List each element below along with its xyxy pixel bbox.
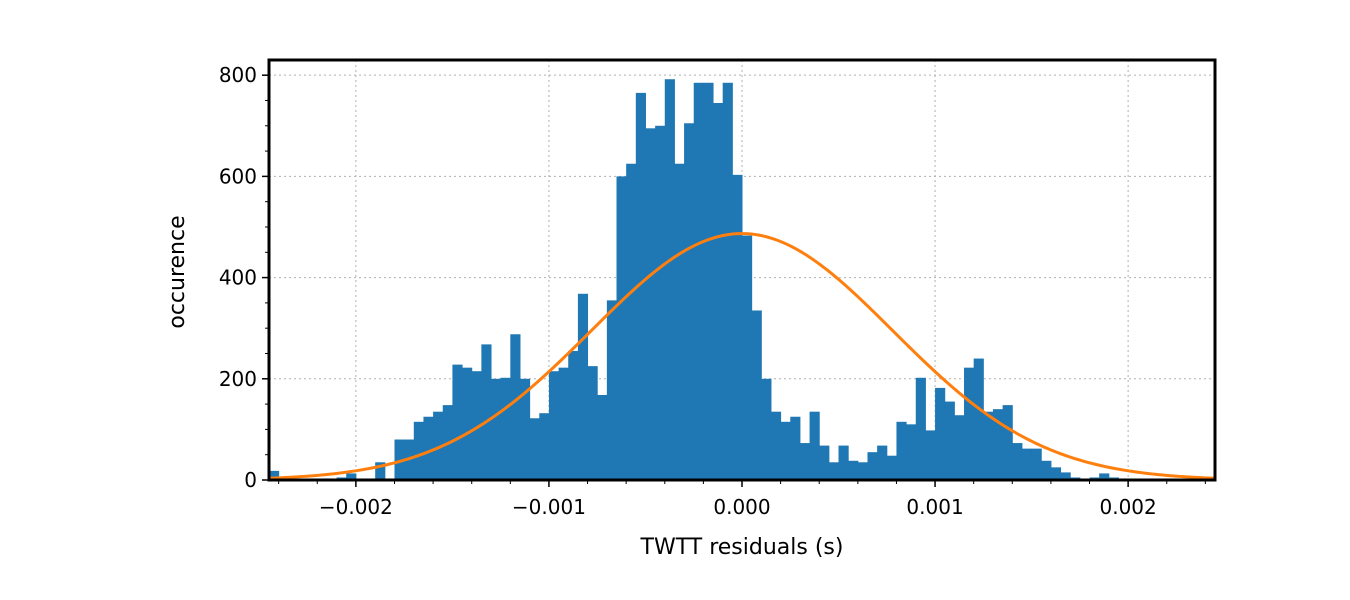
histogram-bar [597, 394, 608, 480]
histogram-bar [500, 377, 511, 480]
histogram-bar [413, 421, 424, 480]
histogram-bar [944, 401, 955, 480]
histogram-bar [269, 470, 280, 480]
histogram-bar [548, 371, 560, 480]
histogram-bar [1002, 405, 1013, 480]
histogram-bar [954, 415, 965, 480]
histogram-bars [269, 79, 1129, 481]
x-axis-label: TWTT residuals (s) [640, 535, 844, 560]
histogram-bar [674, 163, 685, 481]
histogram-bar [925, 430, 936, 480]
histogram-bar [770, 411, 782, 480]
histogram-bar [626, 163, 637, 481]
histogram-bar [539, 413, 550, 480]
x-tick-label: −0.002 [319, 495, 393, 519]
histogram-bar [558, 367, 569, 480]
histogram-bar [964, 367, 975, 480]
histogram-bar [992, 409, 1004, 480]
histogram-bar [568, 350, 579, 480]
histogram-bar [1060, 472, 1071, 480]
y-tick-label: 0 [244, 468, 257, 492]
histogram-bar [655, 125, 666, 480]
histogram-bar [819, 445, 830, 480]
histogram-bar [857, 462, 868, 480]
histogram-bar [828, 462, 840, 480]
histogram-bar [732, 174, 743, 480]
y-tick-label: 400 [219, 266, 257, 290]
histogram-bar [799, 443, 811, 480]
x-tick-label: 0.000 [713, 495, 770, 519]
x-tick-label: 0.001 [906, 495, 963, 519]
histogram-bar [471, 371, 482, 480]
histogram-bar [1050, 467, 1062, 480]
histogram-bar [577, 293, 589, 480]
histogram-bar [915, 377, 926, 480]
histogram-bar [886, 455, 897, 480]
fit-curve [268, 232, 1216, 480]
histogram-bar [867, 452, 878, 480]
histogram-bar [848, 460, 859, 480]
histogram-bar [1021, 448, 1033, 480]
y-axis-label: occurence [165, 215, 190, 328]
histogram-bar [761, 378, 772, 480]
histogram-bar [973, 358, 984, 480]
histogram-bar [722, 82, 733, 480]
histogram-bar [491, 378, 502, 480]
histogram-bar [433, 411, 444, 480]
histogram-bar [742, 235, 753, 480]
histogram-bar [346, 473, 357, 480]
histogram-bar [877, 445, 888, 480]
histogram-bar [394, 439, 405, 480]
histogram-bar [1099, 473, 1110, 480]
histogram-bar [713, 103, 724, 480]
histogram-bar [838, 445, 849, 480]
histogram-bar [1031, 448, 1042, 480]
histogram-bar [896, 421, 907, 480]
histogram-bar [635, 92, 646, 480]
histogram-bar [1012, 443, 1023, 480]
histogram-bar [809, 411, 820, 480]
histogram-bar [423, 416, 434, 480]
histogram-bar [462, 367, 473, 480]
histogram-bar [983, 411, 994, 480]
histogram-bar [529, 418, 540, 480]
x-tick-label: −0.001 [512, 495, 586, 519]
y-tick-label: 800 [219, 63, 257, 87]
histogram-bar [606, 300, 618, 480]
y-tick-label: 200 [219, 367, 257, 391]
axis-ticks: −0.002 −0.001 0.000 0.001 0.002 0 200 400 600 800 [219, 63, 1206, 519]
histogram-bar [645, 128, 656, 481]
histogram-bar [375, 462, 386, 480]
histogram-bar [481, 344, 492, 480]
histogram-bar [703, 82, 714, 480]
histogram-bar [587, 366, 598, 480]
histogram-bar [751, 310, 762, 480]
histogram-bar [616, 176, 627, 480]
histogram-bar [452, 364, 463, 480]
histogram-bar [684, 123, 695, 480]
histogram-bar [693, 82, 704, 480]
y-tick-label: 600 [219, 164, 257, 188]
histogram-bar [664, 79, 675, 480]
x-tick-label: 0.002 [1099, 495, 1156, 519]
histogram-bar [780, 421, 791, 480]
histogram-bar [790, 416, 801, 480]
histogram-bar [906, 424, 917, 480]
histogram-bar [510, 334, 521, 480]
histogram-bar [1041, 460, 1052, 480]
histogram-bar [519, 378, 531, 480]
histogram-bar [935, 387, 946, 480]
